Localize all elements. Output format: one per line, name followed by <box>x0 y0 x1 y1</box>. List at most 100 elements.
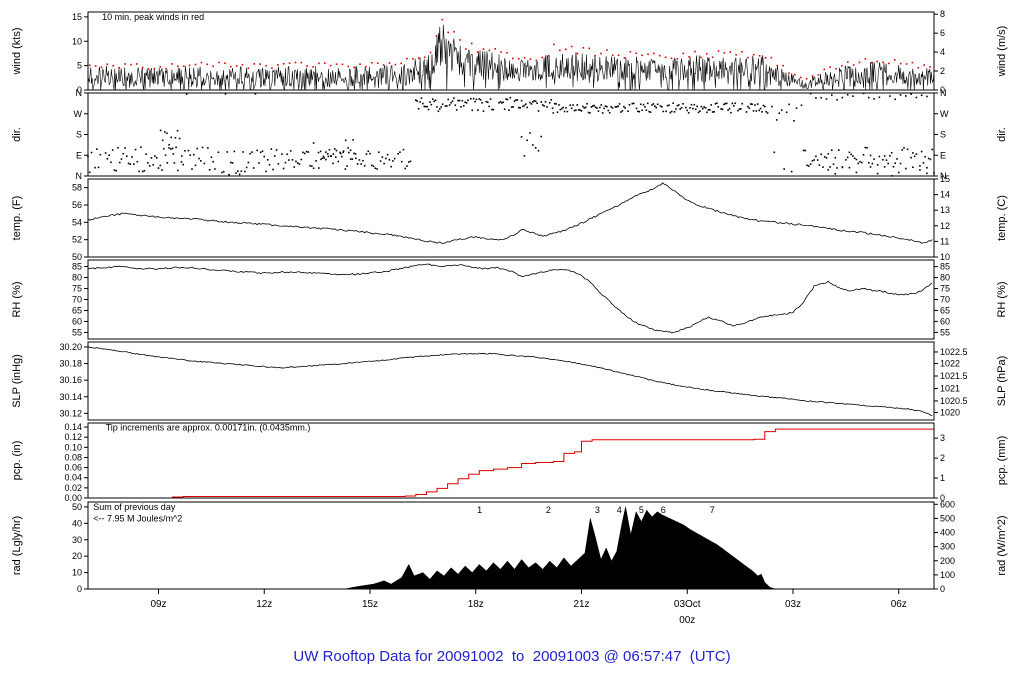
axis-label-left: RH (%) <box>11 281 23 317</box>
axis-label-left: dir. <box>11 127 23 142</box>
y-tick-label-left: 52 <box>72 235 82 245</box>
svg-text:4: 4 <box>617 505 622 515</box>
y-tick-label-left: 54 <box>72 217 82 227</box>
y-tick-label-left: 0.08 <box>64 452 82 462</box>
y-tick-label-right: 2 <box>940 66 945 76</box>
svg-text:1: 1 <box>477 505 482 515</box>
y-tick-label-right: 10 <box>940 252 950 262</box>
series-10-min-peak-winds <box>88 18 931 80</box>
y-tick-label-right: 55 <box>940 327 950 337</box>
y-tick-label-left: 10 <box>72 568 82 578</box>
y-tick-label-left: 5 <box>77 61 82 71</box>
y-tick-label-left: 60 <box>72 316 82 326</box>
y-tick-label-right: 8 <box>940 9 945 19</box>
y-tick-label-left: 80 <box>72 273 82 283</box>
series-solar-radiation <box>345 506 776 590</box>
y-tick-label-right: 15 <box>940 174 950 184</box>
y-tick-label-right: 0 <box>940 584 945 594</box>
chart-title: UW Rooftop Data for 20091002 to 20091003… <box>293 648 731 665</box>
y-tick-label-left: E <box>76 150 82 160</box>
x-tick-label: 15z <box>362 599 378 610</box>
y-tick-label-right: 100 <box>940 570 955 580</box>
y-tick-label-right: 0 <box>940 85 945 95</box>
y-tick-label-right: E <box>940 150 946 160</box>
x-tick-label: 03z <box>785 599 801 610</box>
y-tick-label-left: S <box>76 130 82 140</box>
panel-wind: 10 min. peak winds in red 0 5 10 15 0 2 4 6 8 wind… <box>11 9 1008 95</box>
y-tick-label-right: 75 <box>940 284 950 294</box>
panel-pcp: Tip increments are approx. 0.00171in. (0… <box>11 422 1008 503</box>
y-tick-label-right: 80 <box>940 273 950 283</box>
y-tick-label-right: 14 <box>940 190 950 200</box>
y-tick-label-left: 40 <box>72 518 82 528</box>
svg-text:3: 3 <box>595 505 600 515</box>
y-tick-label-left: 30.14 <box>59 392 82 402</box>
y-tick-label-right: 3 <box>940 433 945 443</box>
y-tick-label-left: 30.12 <box>59 408 82 418</box>
y-tick-label-right: 1020.5 <box>940 396 968 406</box>
panel-slp: 30.12 30.14 30.16 30.18 30.20 1020 1020.5 1021 1… <box>11 341 1008 421</box>
y-tick-label-left: N <box>76 171 83 181</box>
y-tick-label-right: W <box>940 109 949 119</box>
y-tick-label-right: 200 <box>940 556 955 566</box>
axis-label-right: RH (%) <box>996 281 1008 317</box>
y-tick-label-right: 60 <box>940 316 950 326</box>
axis-label-left: wind (kts) <box>11 27 23 75</box>
series-wind-direction <box>87 92 935 177</box>
time-axis: 09z 12z 15z 18z 21z 03Oct 00z 03z 06z <box>150 589 907 626</box>
x-tick-label: 06z <box>891 599 907 610</box>
y-tick-label-right: 4 <box>940 47 945 57</box>
y-tick-label-left: 30.18 <box>59 359 82 369</box>
y-tick-label-left: 0.04 <box>64 473 82 483</box>
panel-border <box>87 11 935 91</box>
series-sea-level-pressure <box>87 346 933 417</box>
axis-label-left: pcp. (in) <box>11 441 23 481</box>
y-tick-label-right: 400 <box>940 528 955 538</box>
svg-text:7: 7 <box>710 505 715 515</box>
y-tick-label-left: 0 <box>77 85 82 95</box>
y-tick-label-right: 70 <box>940 295 950 305</box>
x-tick-label: 21z <box>573 599 589 610</box>
y-tick-label-left: 58 <box>72 183 82 193</box>
y-tick-label-left: 85 <box>72 262 82 272</box>
y-tick-label-right: 0 <box>940 493 945 503</box>
y-tick-label-left: 30.16 <box>59 375 82 385</box>
panel-temp: 50 52 54 56 58 10 11 12 13 14 15 temp. (F) temp. (C) <box>11 174 1008 262</box>
y-tick-label-left: 0.14 <box>64 422 82 432</box>
y-tick-label-right: 13 <box>940 205 950 215</box>
panel-border <box>87 92 935 177</box>
panel-border <box>87 178 935 258</box>
y-tick-label-right: 1020 <box>940 408 960 418</box>
y-tick-label-left: W <box>74 109 83 119</box>
svg-text:5: 5 <box>639 505 644 515</box>
axis-label-right: SLP (hPa) <box>996 356 1008 407</box>
y-tick-label-left: 30 <box>72 535 82 545</box>
panel-rad: 1 2 3 4 5 6 7 Sum of previous day<-- 7.95 M Jou… <box>11 499 1008 594</box>
axis-label-left: rad (Lgly/hr) <box>11 516 23 575</box>
y-tick-label-left: 65 <box>72 305 82 315</box>
series-accumulated-precipitation <box>88 428 934 499</box>
y-tick-label-right: 12 <box>940 221 950 231</box>
panel-border <box>87 501 935 590</box>
y-tick-label-right: 1022.5 <box>940 347 968 357</box>
y-tick-label-right: 85 <box>940 262 950 272</box>
y-tick-label-right: N <box>940 171 947 181</box>
y-tick-label-left: 15 <box>72 12 82 22</box>
y-tick-label-right: 1021 <box>940 383 960 393</box>
svg-text:6: 6 <box>661 505 666 515</box>
y-tick-label-left: 0.02 <box>64 483 82 493</box>
y-tick-label-right: 1 <box>940 473 945 483</box>
panel-border <box>87 341 935 421</box>
y-tick-label-right: N <box>940 88 947 98</box>
y-tick-label-left: 0.00 <box>64 493 82 503</box>
axis-label-left: temp. (F) <box>11 196 23 241</box>
series-temperature <box>87 182 933 245</box>
axis-label-right: dir. <box>996 127 1008 142</box>
y-tick-label-right: 11 <box>940 236 949 246</box>
y-tick-label-left: 0 <box>77 584 82 594</box>
axis-label-right: wind (m/s) <box>996 26 1008 78</box>
panel-border <box>87 259 935 340</box>
y-tick-label-left: 75 <box>72 284 82 294</box>
